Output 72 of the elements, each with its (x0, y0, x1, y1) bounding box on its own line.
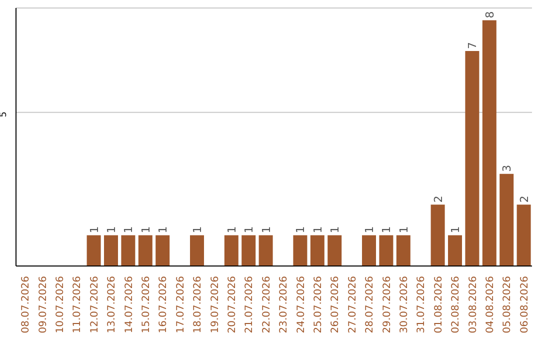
data-label: 1 (242, 226, 256, 234)
bar (224, 235, 238, 266)
bar (242, 235, 256, 266)
x-tick-label: 24.07.2026 (296, 276, 307, 334)
bar (310, 235, 324, 266)
x-tick-label: 17.07.2026 (175, 276, 186, 334)
bar (448, 235, 462, 266)
x-tick-label: 15.07.2026 (141, 276, 152, 334)
data-label: 1 (260, 226, 273, 234)
data-label: 1 (88, 226, 101, 234)
x-tick-label: 30.07.2026 (399, 276, 410, 334)
x-tick-label: 13.07.2026 (106, 276, 118, 334)
data-label: 1 (105, 226, 118, 234)
data-label: 1 (139, 226, 152, 234)
x-tick-label: 18.07.2026 (192, 276, 204, 334)
x-tick-label: 04.08.2026 (485, 276, 496, 334)
x-tick-label: 12.07.2026 (89, 276, 100, 334)
bar (86, 235, 101, 266)
bar (430, 204, 445, 266)
bar (482, 20, 496, 266)
x-tick-label: 25.07.2026 (313, 276, 324, 334)
x-tick-label: 23.07.2026 (278, 276, 290, 334)
bar (258, 235, 273, 266)
bar (362, 235, 376, 266)
bar (396, 235, 410, 266)
bar (516, 204, 531, 266)
x-tick-label: 14.07.2026 (124, 276, 135, 334)
x-tick-label: 01.08.2026 (433, 276, 444, 334)
data-label: 1 (363, 226, 376, 234)
x-tick-label: 11.07.2026 (72, 276, 84, 334)
data-label: 2 (518, 196, 531, 203)
data-label: 1 (294, 226, 308, 234)
x-tick-label: 22.07.2026 (261, 276, 272, 334)
bar (104, 235, 118, 266)
bar (293, 235, 308, 266)
data-label: 1 (191, 226, 204, 234)
x-tick-label: 06.08.2026 (519, 276, 530, 334)
x-tick-label: 05.08.2026 (502, 276, 514, 334)
bar (156, 235, 170, 266)
x-tick-label: 16.07.2026 (158, 276, 170, 334)
data-label: 1 (328, 226, 342, 234)
x-tick-label: 28.07.2026 (364, 276, 376, 334)
x-tick-label: 20.07.2026 (227, 276, 238, 334)
data-label: 1 (311, 226, 324, 234)
x-tick-label: 09.07.2026 (38, 276, 49, 334)
x-tick-label: 31.07.2026 (416, 276, 428, 334)
data-label: 2 (432, 196, 445, 203)
x-tick-label: 19.07.2026 (210, 276, 221, 334)
data-label: 1 (380, 226, 394, 234)
bar (328, 235, 342, 266)
x-tick-label: 27.07.2026 (347, 276, 358, 334)
data-label: 1 (225, 226, 238, 234)
data-label: 1 (156, 226, 170, 234)
x-tick-label: 10.07.2026 (55, 276, 66, 334)
bar (500, 174, 514, 266)
data-label: 7 (466, 42, 480, 49)
x-tick-label: 03.08.2026 (468, 276, 479, 334)
bar (379, 235, 394, 266)
x-tick-label: 26.07.2026 (330, 276, 342, 334)
bar (190, 235, 204, 266)
bar (138, 235, 152, 266)
x-tick-label: 29.07.2026 (382, 276, 393, 334)
data-label: 1 (122, 226, 136, 234)
data-label: 8 (483, 11, 496, 18)
bar (121, 235, 136, 266)
x-tick-label: 02.08.2026 (450, 276, 462, 334)
data-label: 1 (397, 226, 410, 234)
bar (465, 51, 480, 266)
data-label: 1 (449, 226, 462, 234)
data-label: 3 (500, 164, 514, 172)
x-tick-label: 21.07.2026 (244, 276, 256, 334)
x-tick-label: 08.07.2026 (20, 276, 32, 334)
